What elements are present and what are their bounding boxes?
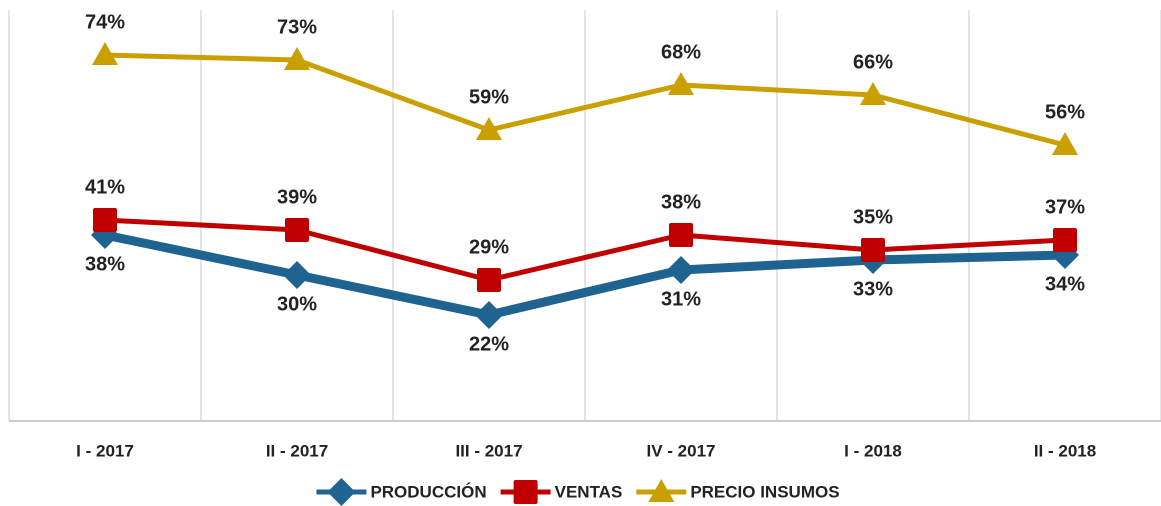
data-label: 56% bbox=[1045, 101, 1085, 123]
data-label: 73% bbox=[277, 16, 317, 38]
legend-marker bbox=[514, 480, 538, 504]
legend-label: PRECIO INSUMOS bbox=[690, 482, 839, 501]
marker bbox=[477, 268, 501, 292]
data-label: 74% bbox=[85, 11, 125, 33]
data-label: 35% bbox=[853, 206, 893, 228]
data-label: 22% bbox=[469, 333, 509, 355]
x-tick-label: III - 2017 bbox=[455, 441, 522, 460]
data-label: 33% bbox=[853, 278, 893, 300]
legend-label: PRODUCCIÓN bbox=[370, 482, 486, 501]
marker bbox=[1053, 228, 1077, 252]
marker bbox=[93, 208, 117, 232]
data-label: 68% bbox=[661, 41, 701, 63]
legend-marker bbox=[327, 478, 355, 506]
data-label: 41% bbox=[85, 176, 125, 198]
marker bbox=[283, 261, 311, 289]
data-label: 37% bbox=[1045, 196, 1085, 218]
data-label: 66% bbox=[853, 51, 893, 73]
data-label: 38% bbox=[661, 191, 701, 213]
data-label: 30% bbox=[277, 293, 317, 315]
data-label: 38% bbox=[85, 253, 125, 275]
x-tick-label: I - 2017 bbox=[76, 441, 134, 460]
legend-label: VENTAS bbox=[555, 482, 623, 501]
marker bbox=[669, 223, 693, 247]
x-tick-label: II - 2018 bbox=[1034, 441, 1096, 460]
data-label: 29% bbox=[469, 236, 509, 258]
chart: I - 2017 II - 2017 III - 2017 IV - 2017 I - … bbox=[0, 0, 1161, 506]
data-label: 39% bbox=[277, 186, 317, 208]
x-tick-label: I - 2018 bbox=[844, 441, 902, 460]
marker bbox=[475, 301, 503, 329]
x-tick-label: II - 2017 bbox=[266, 441, 328, 460]
data-label: 59% bbox=[469, 86, 509, 108]
data-label: 31% bbox=[661, 288, 701, 310]
marker bbox=[285, 218, 309, 242]
marker bbox=[861, 238, 885, 262]
data-label: 34% bbox=[1045, 273, 1085, 295]
x-tick-label: IV - 2017 bbox=[647, 441, 716, 460]
marker bbox=[667, 256, 695, 284]
legend: PRODUCCIÓN VENTAS PRECIO INSUMOS bbox=[316, 478, 839, 506]
